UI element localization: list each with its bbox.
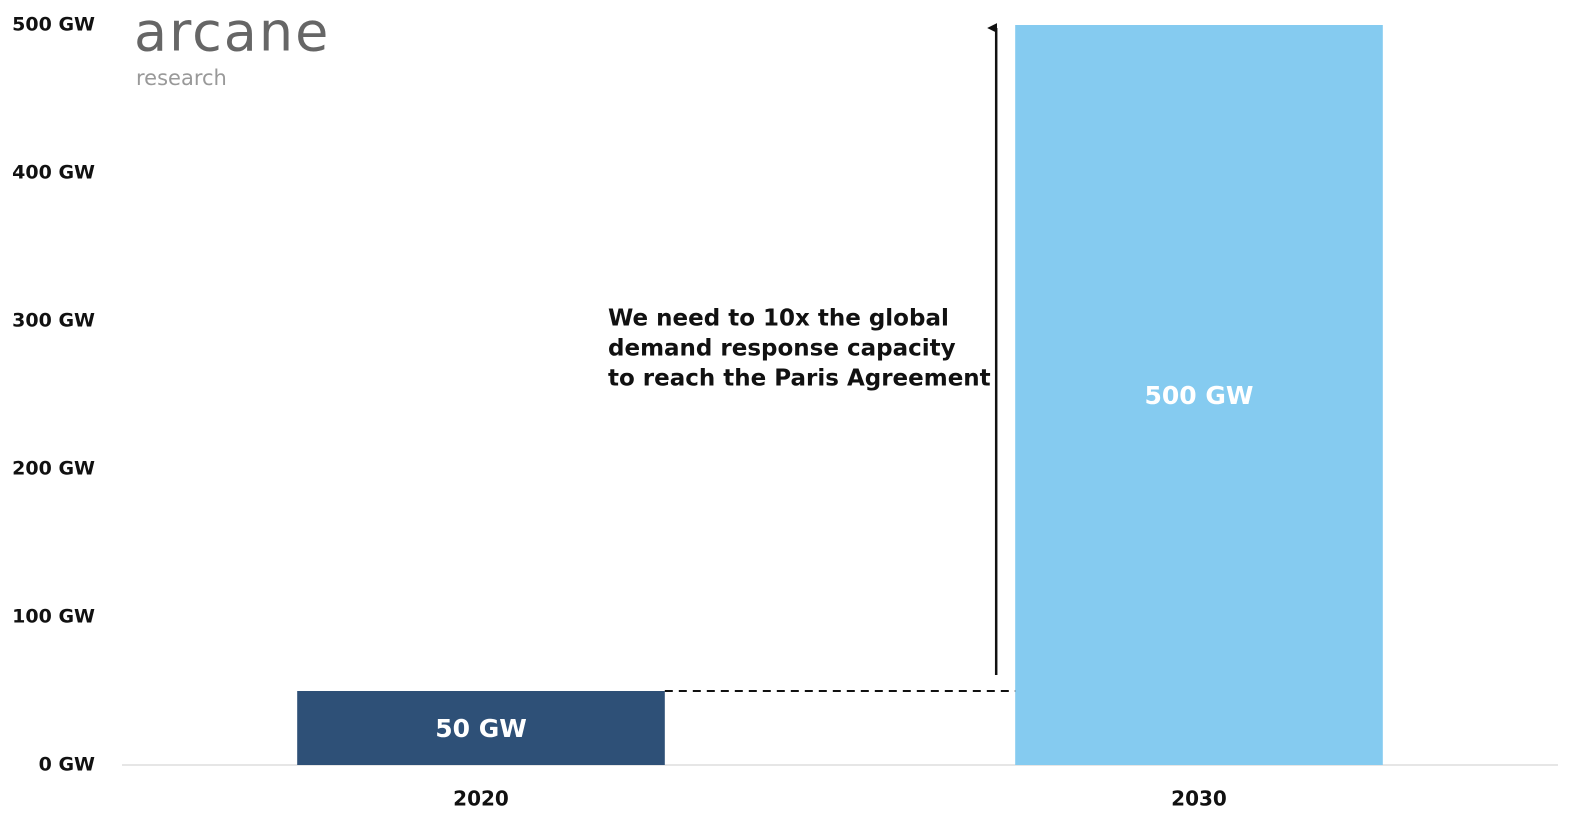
value-label: 50 GW bbox=[435, 714, 527, 743]
x-tick-label: 2030 bbox=[1171, 787, 1227, 811]
y-tick-label: 0 GW bbox=[39, 754, 95, 776]
y-tick-label: 400 GW bbox=[12, 162, 95, 184]
x-tick-label: 2020 bbox=[453, 787, 509, 811]
logo-tagline: research bbox=[136, 66, 227, 90]
logo-name: arcane bbox=[134, 1, 330, 64]
annotation: to reach the Paris Agreement bbox=[608, 366, 991, 392]
y-tick-label: 200 GW bbox=[12, 458, 95, 480]
y-tick-label: 100 GW bbox=[12, 606, 95, 628]
y-tick-label: 300 GW bbox=[12, 310, 95, 332]
y-tick-label: 500 GW bbox=[12, 14, 95, 36]
bar bbox=[1015, 25, 1383, 765]
value-label: 500 GW bbox=[1145, 381, 1254, 410]
bar bbox=[297, 691, 665, 765]
annotation: demand response capacity bbox=[608, 336, 956, 362]
annotation: We need to 10x the global bbox=[608, 306, 949, 332]
